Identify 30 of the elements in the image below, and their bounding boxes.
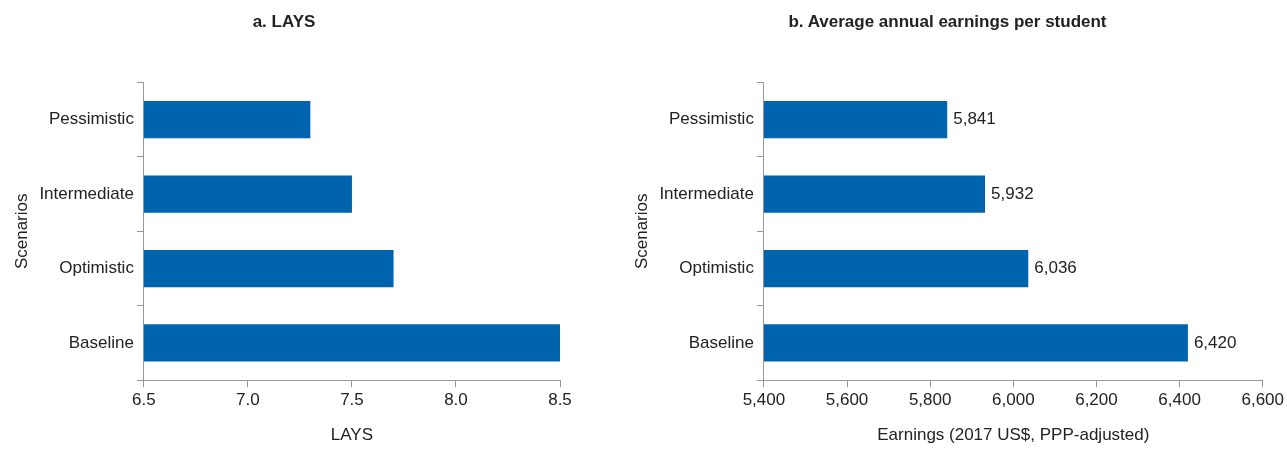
y-tick-label: Baseline: [68, 332, 134, 352]
x-tick-label: 6,000: [992, 390, 1035, 410]
y-tick-label: Intermediate: [39, 183, 134, 203]
data-label: 6,420: [1193, 332, 1237, 352]
data-label: 5,841: [953, 109, 996, 129]
y-tick-label: Baseline: [688, 332, 754, 352]
data-label: 5,932: [991, 183, 1034, 203]
x-tick-label: 7.0: [236, 390, 260, 410]
x-tick-label: 6,400: [1158, 390, 1201, 410]
x-tick-label: 5,800: [908, 390, 952, 410]
data-label: 6,036: [1034, 258, 1077, 278]
y-tick-label: Optimistic: [679, 258, 755, 278]
y-axis-title: Scenarios: [631, 193, 651, 270]
x-axis-title: Earnings (2017 US$, PPP-adjusted): [877, 425, 1150, 445]
x-tick-label: 8.0: [444, 390, 468, 410]
y-tick-label: Pessimistic: [668, 109, 755, 129]
chart-title: b. Average annual earnings per student: [788, 11, 1107, 31]
y-tick-label: Optimistic: [59, 258, 135, 278]
x-tick-label: 6,200: [1075, 390, 1118, 410]
x-tick-label: 5,400: [742, 390, 786, 410]
x-tick-label: 5,600: [825, 390, 869, 410]
x-tick-label: 6.5: [132, 390, 156, 410]
x-tick-label: 7.5: [340, 390, 364, 410]
x-axis-title: LAYS: [330, 425, 374, 445]
y-axis-title: Scenarios: [11, 193, 31, 270]
chart-title: a. LAYS: [252, 11, 316, 31]
x-tick-label: 6,600: [1241, 390, 1284, 410]
y-tick-label: Pessimistic: [48, 109, 135, 129]
y-tick-label: Intermediate: [659, 183, 754, 203]
x-tick-label: 8.5: [548, 390, 572, 410]
